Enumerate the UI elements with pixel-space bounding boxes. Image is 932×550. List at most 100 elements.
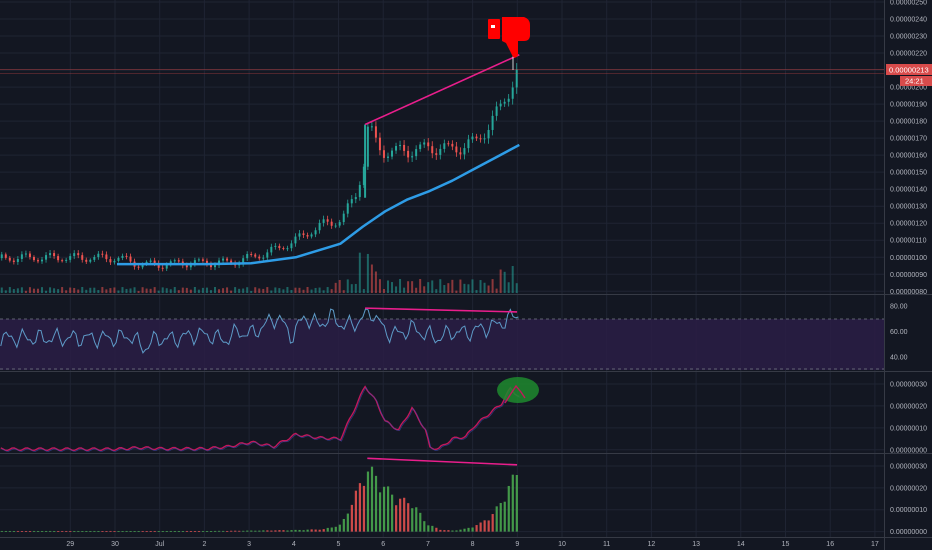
volume-bar	[411, 281, 414, 293]
candle-body	[326, 219, 329, 222]
volume-bar	[49, 287, 52, 293]
volume-oscillator-bar	[254, 530, 257, 532]
time-axis-tick-label: 11	[603, 541, 610, 548]
volume-oscillator-bar	[515, 475, 518, 532]
volume-bar	[250, 290, 253, 293]
volume-bar	[322, 290, 325, 293]
volume-oscillator-bar	[73, 531, 76, 532]
volume-bar	[427, 282, 430, 293]
candle-body	[443, 143, 446, 149]
volume-bar	[439, 279, 442, 293]
volume-bar	[503, 271, 506, 293]
volume-bar	[213, 287, 216, 293]
volume-bar	[65, 290, 68, 293]
volume-oscillator-bar	[487, 520, 490, 532]
volume-oscillator-panel[interactable]	[0, 457, 518, 532]
candle-body	[230, 260, 233, 264]
time-axis-tick-label: 3	[247, 541, 251, 548]
volume-bar	[443, 285, 446, 293]
volume-bar	[491, 279, 494, 293]
volume-bar	[370, 264, 373, 293]
volume-oscillator-axis-tick-label: 0.00000030	[890, 463, 927, 470]
candle-body	[435, 153, 438, 155]
volume-oscillator-bar	[226, 530, 229, 532]
time-axis-tick-label: 7	[426, 541, 430, 548]
time-axis-tick-label: 9	[515, 541, 519, 548]
volume-oscillator-bar	[41, 531, 44, 532]
volume-oscillator-bar	[32, 530, 36, 532]
price-panel[interactable]	[0, 30, 884, 293]
volume-bar	[137, 290, 140, 293]
volume-bar	[181, 287, 184, 293]
volume-oscillator-bar	[165, 531, 168, 532]
price-axis-tick-label: 0.00000160	[890, 153, 927, 160]
rsi-panel[interactable]	[0, 307, 884, 370]
candle-body	[129, 256, 132, 262]
volume-oscillator-bar	[129, 531, 132, 532]
annotations	[488, 17, 530, 58]
volume-bar	[455, 290, 458, 293]
candle-body	[137, 266, 140, 268]
candle-body	[362, 166, 365, 186]
time-axis-tick-label: 10	[558, 541, 566, 548]
volume-oscillator-bar	[290, 530, 293, 532]
candle-body	[222, 258, 225, 261]
volume-oscillator-bar	[326, 527, 329, 532]
candle-body	[318, 222, 321, 231]
candle-body	[97, 253, 100, 258]
candle-body	[322, 219, 325, 223]
volume-bar	[350, 284, 353, 293]
candle-body	[262, 257, 265, 259]
candle-body	[463, 148, 466, 155]
price-trendline	[364, 54, 520, 126]
volume-oscillator-bar	[270, 530, 273, 532]
candle-body	[157, 263, 160, 268]
candle-body	[278, 245, 281, 249]
candle-body	[382, 150, 385, 158]
volume-oscillator-bar	[471, 527, 474, 532]
volume-oscillator-bar	[439, 529, 442, 532]
volume-bar	[515, 283, 518, 293]
volume-bar	[318, 287, 321, 293]
candle-body	[193, 260, 196, 265]
moving-average-line	[117, 143, 520, 266]
volume-oscillator-bar	[213, 530, 217, 532]
volume-oscillator-bar	[419, 512, 422, 532]
volume-oscillator-bar	[382, 486, 386, 532]
candle-body	[209, 264, 212, 268]
volume-oscillator-axis-tick-label: 0.00000020	[890, 485, 927, 492]
volume-oscillator-axis-tick-label: 0.00000010	[890, 507, 927, 514]
candle-body	[125, 255, 128, 257]
price-axis-tick-label: 0.00000200	[890, 85, 927, 92]
price-axis[interactable]: 0.00000250 0.00000240 0.00000230 0.00000220…	[890, 0, 927, 536]
price-axis-tick-label: 0.00000090	[890, 272, 927, 279]
volume-oscillator-bar	[391, 494, 394, 532]
oscillator-panel[interactable]	[0, 377, 539, 452]
volume-oscillator-bar	[238, 530, 241, 532]
volume-oscillator-bar	[322, 529, 325, 532]
rsi-divergence-line	[365, 307, 518, 313]
candle-body	[431, 146, 434, 154]
volume-bar	[12, 289, 15, 293]
volume-oscillator-bar	[137, 530, 140, 532]
volume-bar	[157, 290, 160, 293]
candle-body	[0, 254, 3, 259]
price-axis-tick-label: 0.00000170	[890, 136, 927, 143]
volume-oscillator-bar	[362, 485, 366, 532]
time-axis[interactable]: 29 30 Jul 2 3 4 5 6 7 8 9 10 11 12 13 14 15 16 17	[66, 541, 878, 548]
volume-oscillator-bar	[242, 530, 245, 532]
volume-bar	[234, 287, 237, 293]
volume-oscillator-bar	[354, 490, 358, 532]
volume-bar	[89, 287, 92, 293]
volume-oscillator-bar	[45, 530, 48, 532]
volume-bar	[32, 288, 35, 293]
price-axis-tick-label: 0.00000150	[890, 170, 927, 177]
candle-body	[41, 259, 44, 262]
volume-bar	[177, 290, 180, 293]
volume-bar	[145, 288, 148, 293]
price-axis-tick-label: 0.00000130	[890, 204, 927, 211]
volume-oscillator-bar	[81, 530, 84, 532]
candle-body	[342, 213, 345, 223]
volume-oscillator-bar	[49, 530, 52, 532]
